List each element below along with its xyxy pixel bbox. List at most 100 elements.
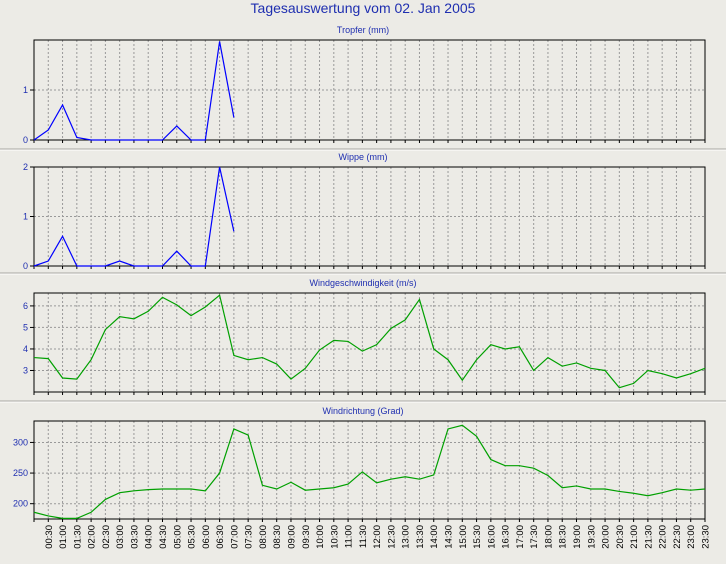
y-tick-label: 6	[23, 301, 28, 311]
data-point	[675, 377, 677, 379]
x-tick-label: 15:30	[472, 525, 483, 549]
x-tick-label: 22:00	[658, 525, 669, 549]
x-tick-label: 12:00	[372, 525, 383, 549]
data-point	[233, 354, 235, 356]
data-point	[447, 359, 449, 361]
x-tick-label: 23:30	[701, 525, 712, 549]
data-point	[118, 491, 120, 493]
data-point	[233, 116, 235, 118]
data-point	[375, 482, 377, 484]
panel-2: Wippe (mm) 0 1 2	[0, 148, 726, 271]
data-point	[233, 230, 235, 232]
y-tick-label: 5	[23, 322, 28, 332]
data-point	[147, 265, 149, 267]
series-line	[33, 41, 235, 141]
panel-title: Windrichtung (Grad)	[322, 406, 403, 416]
data-point	[361, 471, 363, 473]
data-point	[33, 139, 35, 141]
data-point	[518, 465, 520, 467]
x-tick-label: 00:30	[44, 525, 55, 549]
x-tick-label: 08:00	[258, 525, 269, 549]
data-point	[461, 379, 463, 381]
y-tick-label: 2	[23, 162, 28, 172]
panel-4: Windrichtung (Grad) 200 250 300	[0, 400, 726, 522]
data-point	[190, 488, 192, 490]
plot-frame	[33, 420, 706, 520]
x-tick-label: 17:00	[515, 525, 526, 549]
data-point	[133, 265, 135, 267]
data-point	[318, 349, 320, 351]
data-point	[147, 310, 149, 312]
data-point	[104, 498, 106, 500]
y-tick-label: 4	[23, 344, 28, 354]
data-point	[347, 483, 349, 485]
y-tick-label: 1	[23, 85, 28, 95]
data-point	[390, 327, 392, 329]
x-tick-label: 19:30	[586, 525, 597, 549]
data-point	[161, 139, 163, 141]
x-tick-label: 21:30	[643, 525, 654, 549]
data-point	[590, 367, 592, 369]
x-tick-label: 02:30	[101, 525, 112, 549]
data-point	[532, 369, 534, 371]
data-point	[561, 487, 563, 489]
x-tick-label: 09:30	[301, 525, 312, 549]
data-point	[276, 488, 278, 490]
data-point	[418, 298, 420, 300]
data-point	[218, 166, 220, 168]
plot-frame	[33, 39, 706, 141]
x-tick-label: 23:00	[686, 525, 697, 549]
data-point	[33, 511, 35, 513]
data-point	[76, 378, 78, 380]
data-point	[632, 382, 634, 384]
data-point	[247, 359, 249, 361]
data-point	[61, 235, 63, 237]
data-point	[561, 365, 563, 367]
data-point	[33, 356, 35, 358]
data-point	[504, 465, 506, 467]
data-point	[118, 139, 120, 141]
data-point	[304, 367, 306, 369]
x-tick-label: 03:30	[129, 525, 140, 549]
y-tick-label: 0	[23, 261, 28, 271]
data-point	[176, 250, 178, 252]
data-point	[76, 517, 78, 519]
data-point	[161, 265, 163, 267]
x-tick-label: 14:30	[444, 525, 455, 549]
data-point	[161, 296, 163, 298]
x-tick-label: 06:00	[201, 525, 212, 549]
data-point	[661, 491, 663, 493]
data-point	[133, 490, 135, 492]
plot-frame	[33, 292, 706, 393]
data-point	[575, 362, 577, 364]
x-tick-label: 18:00	[543, 525, 554, 549]
x-tick-label: 16:30	[501, 525, 512, 549]
data-point	[76, 265, 78, 267]
data-point	[204, 490, 206, 492]
data-point	[490, 458, 492, 460]
data-point	[590, 488, 592, 490]
data-point	[147, 488, 149, 490]
panel-1: Tropfer (mm) 0 1	[23, 25, 706, 145]
x-tick-label: 05:30	[187, 525, 198, 549]
data-point	[176, 488, 178, 490]
data-point	[218, 40, 220, 42]
data-point	[518, 346, 520, 348]
x-tick-label: 06:30	[215, 525, 226, 549]
data-point	[104, 328, 106, 330]
data-point	[475, 359, 477, 361]
data-point	[176, 125, 178, 127]
x-tick-label: 13:00	[401, 525, 412, 549]
data-point	[247, 434, 249, 436]
data-point	[204, 139, 206, 141]
data-point	[190, 265, 192, 267]
x-tick-label: 07:30	[244, 525, 255, 549]
x-tick-label: 19:00	[572, 525, 583, 549]
data-point	[118, 315, 120, 317]
data-point	[704, 367, 706, 369]
data-point	[618, 490, 620, 492]
data-point	[547, 356, 549, 358]
x-tick-label: 01:00	[58, 525, 69, 549]
x-tick-label: 04:30	[158, 525, 169, 549]
panel-title: Windgeschwindigkeit (m/s)	[309, 278, 416, 288]
